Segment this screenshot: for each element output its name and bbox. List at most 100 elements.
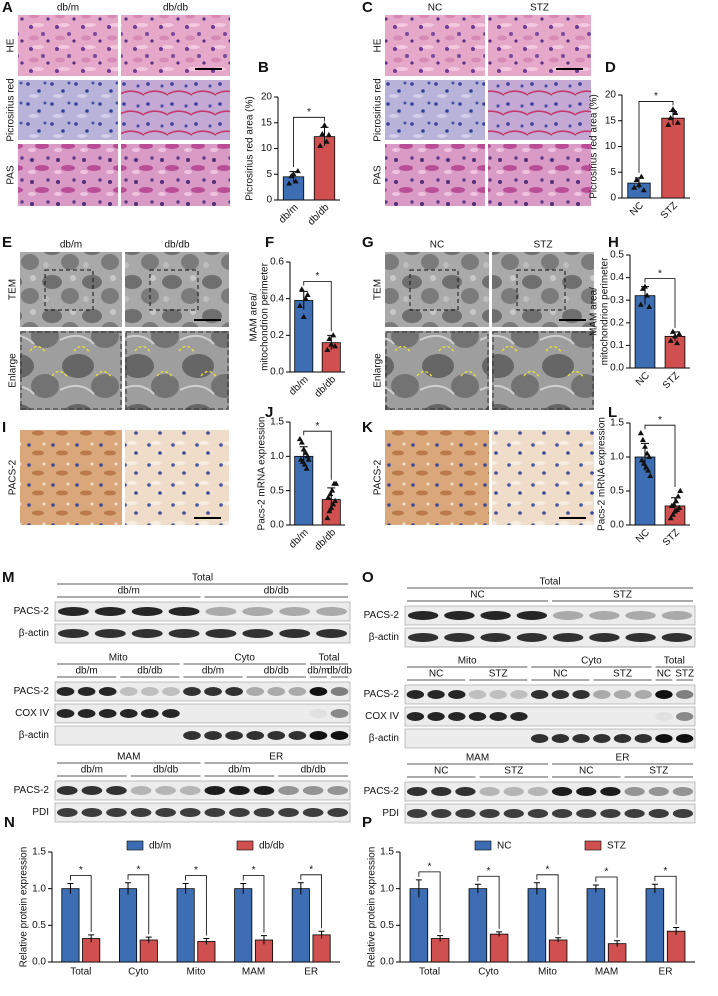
data-point — [646, 303, 653, 309]
blot-sub-label: db/db — [264, 666, 289, 677]
blot-band — [225, 687, 243, 696]
bar — [61, 888, 80, 963]
blot-band — [155, 808, 176, 817]
panel-letter: E — [2, 234, 12, 251]
bar — [664, 335, 686, 369]
error-bar — [496, 931, 503, 937]
blot-band — [407, 611, 439, 620]
panel-letter: B — [258, 59, 269, 76]
blot-band — [119, 709, 138, 718]
blot-sub-label: STZ — [675, 669, 694, 680]
data-point — [290, 171, 297, 177]
bar — [661, 117, 685, 199]
blot-sub-label: db/db — [264, 586, 289, 597]
data-point — [300, 313, 307, 319]
data-point — [292, 178, 299, 184]
blot-band — [593, 734, 611, 743]
blot-band — [406, 809, 428, 818]
significance-mark: * — [79, 865, 83, 876]
error-bar — [533, 882, 540, 895]
bar — [468, 888, 488, 963]
y-tick-label: 1.5 — [32, 847, 46, 858]
legend-label: db/m — [149, 841, 171, 852]
x-tick-label: db/m — [287, 527, 311, 551]
blot-band — [81, 808, 103, 817]
y-tick-label: 0.2 — [270, 330, 284, 341]
column-label: NC — [428, 3, 442, 14]
error-bar — [297, 882, 304, 895]
row-label: PACS-2 — [8, 459, 19, 495]
blot-band — [309, 687, 328, 696]
significance-mark: * — [316, 271, 320, 282]
column-label: NC — [430, 240, 444, 251]
blot-row-label: PACS-2 — [14, 785, 50, 796]
blot-sub-label: db/m — [75, 666, 97, 677]
blot-band — [406, 712, 425, 721]
blot-band — [675, 734, 694, 743]
panel-letter: J — [265, 404, 273, 421]
bar — [312, 934, 331, 963]
panel-letter: A — [2, 0, 13, 16]
mam-trace — [545, 345, 563, 354]
x-tick-label: Mito — [187, 967, 206, 978]
blot-strip — [404, 728, 696, 749]
data-point — [298, 286, 305, 292]
data-point — [677, 487, 684, 493]
blot-band — [327, 808, 349, 817]
blot-band — [572, 690, 590, 699]
blot-band — [253, 786, 275, 795]
blot-strip — [54, 623, 351, 644]
bar — [666, 930, 686, 963]
blot-band — [330, 709, 349, 718]
y-tick-label: 0.0 — [610, 520, 624, 531]
y-tick-label: 0.3 — [610, 295, 624, 306]
significance-mark: * — [316, 421, 320, 432]
blot-band — [81, 786, 103, 795]
blot-band — [479, 787, 500, 796]
y-tick-label: 0.5 — [380, 920, 394, 931]
data-point — [286, 180, 293, 186]
y-tick-label: 0.0 — [270, 520, 284, 531]
panel-letter: F — [265, 234, 274, 251]
mam-trace — [156, 370, 174, 379]
y-tick-label: 0.6 — [270, 257, 284, 268]
micrograph — [385, 331, 489, 410]
data-point — [302, 295, 309, 301]
column-label: db/m — [60, 240, 82, 251]
blot-row-label: PACS-2 — [364, 786, 400, 797]
blot-band — [552, 611, 584, 620]
mam-trace — [501, 345, 519, 354]
data-point — [327, 490, 334, 497]
blot-group-label: ER — [269, 752, 283, 763]
blot-band — [427, 712, 445, 721]
error-bar — [318, 930, 325, 939]
blot-band — [655, 690, 673, 699]
error-bar — [437, 935, 444, 942]
micrograph — [492, 331, 594, 410]
blot-sub-label: NC — [579, 766, 593, 777]
micrograph — [488, 15, 591, 76]
blot-band — [302, 786, 324, 795]
blot-band — [448, 712, 466, 721]
column-label: db/db — [163, 3, 188, 14]
blot-row-label: COX IV — [15, 708, 49, 719]
blot-band — [489, 690, 507, 699]
blot-sub-label: NC — [434, 766, 448, 777]
blot-sub-label: db/db — [327, 666, 352, 677]
blot-strip — [54, 780, 351, 801]
blot-band — [516, 611, 548, 620]
blot-band — [634, 690, 652, 699]
y-tick-label: 0.0 — [270, 367, 284, 378]
significance-bracket — [654, 875, 677, 925]
y-tick-label: 5 — [610, 167, 616, 178]
legend-swatch — [584, 840, 602, 851]
mam-trace — [95, 370, 113, 379]
blot-band — [130, 808, 152, 817]
significance-mark: * — [658, 268, 662, 279]
blot-band — [634, 734, 652, 743]
significance-mark: * — [194, 865, 198, 876]
micrograph — [385, 144, 485, 206]
x-tick-label: db/db — [313, 374, 339, 400]
blot-group-label: Cyto — [581, 656, 602, 667]
